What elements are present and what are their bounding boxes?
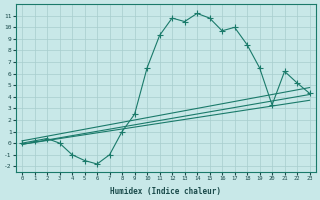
X-axis label: Humidex (Indice chaleur): Humidex (Indice chaleur) — [110, 187, 221, 196]
